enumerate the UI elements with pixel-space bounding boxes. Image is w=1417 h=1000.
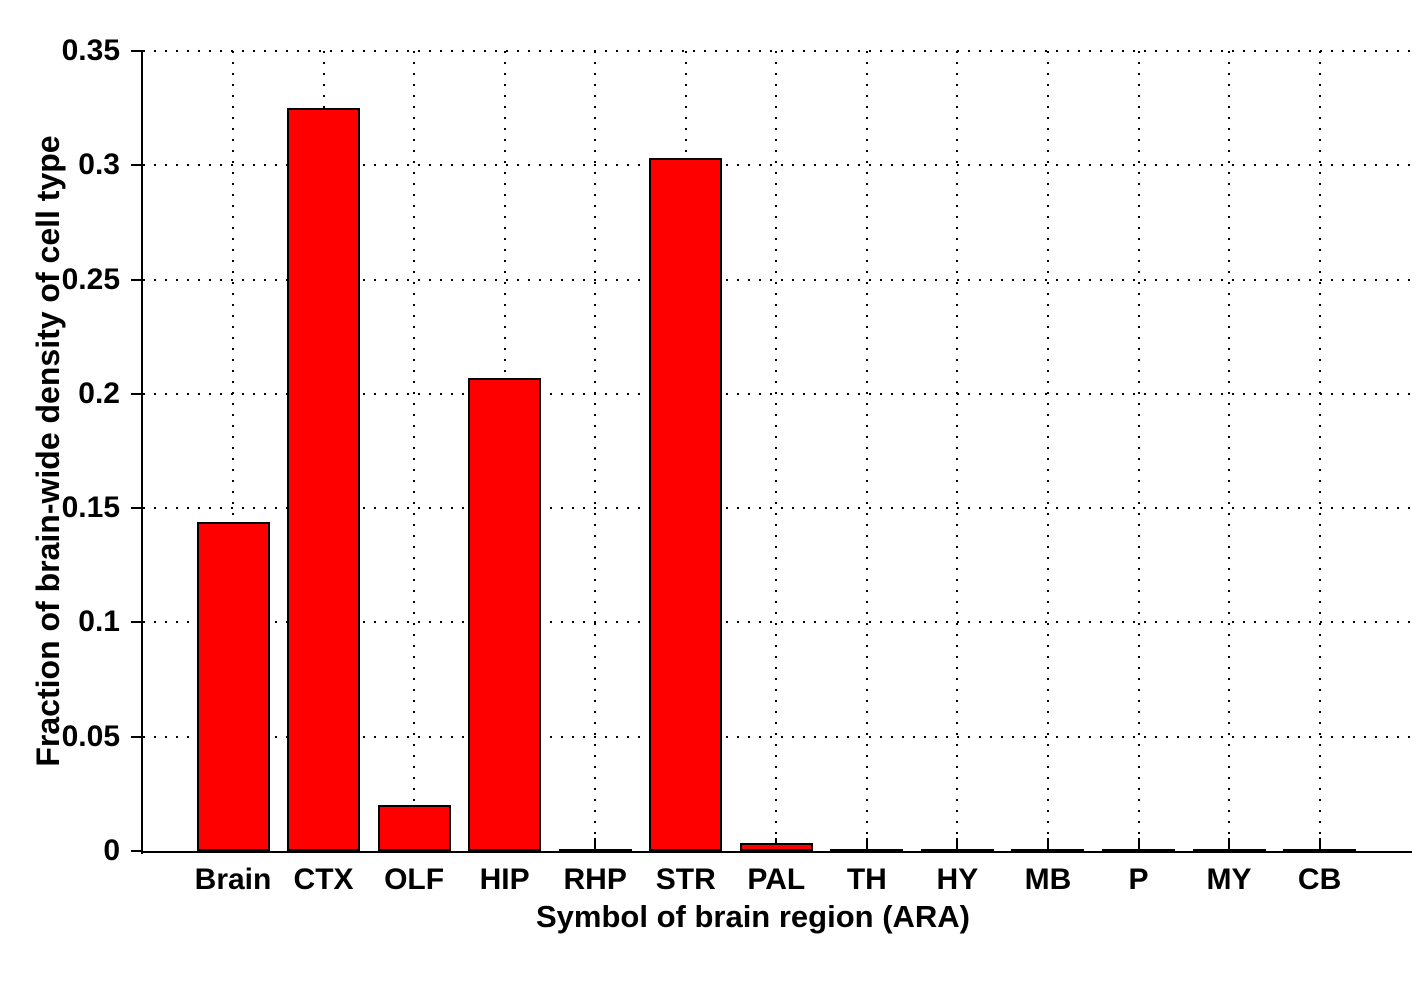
x-gridline <box>413 51 416 851</box>
x-tick <box>1046 838 1049 851</box>
x-tick <box>1228 838 1231 851</box>
x-gridline <box>1318 51 1321 851</box>
x-tick-label: HIP <box>479 863 530 896</box>
x-tick <box>1318 838 1321 851</box>
y-tick-label: 0.15 <box>61 491 120 525</box>
bar-pal <box>739 843 813 851</box>
x-axis-line <box>141 851 1412 853</box>
x-gridline <box>594 51 597 851</box>
y-axis-line <box>141 50 143 854</box>
x-tick-label: MY <box>1206 863 1252 896</box>
x-tick-label: CB <box>1297 863 1342 896</box>
y-tick-label: 0.3 <box>78 148 120 182</box>
x-axis-label: Symbol of brain region (ARA) <box>536 899 970 934</box>
x-gridline <box>1228 51 1231 851</box>
x-gridline <box>232 51 234 851</box>
x-tick-label: RHP <box>563 863 627 896</box>
y-tick-label: 0.2 <box>78 376 120 410</box>
y-tick <box>131 164 143 167</box>
bar-hip <box>468 378 542 851</box>
x-tick-label: HY <box>936 863 979 896</box>
y-tick <box>131 621 143 624</box>
y-tick-label: 0 <box>103 834 120 867</box>
x-tick <box>1137 838 1140 851</box>
x-tick-label: STR <box>655 863 716 896</box>
x-gridline <box>1137 51 1140 851</box>
x-tick-label: P <box>1128 863 1149 896</box>
x-gridline <box>775 51 778 851</box>
bar-ctx <box>287 108 361 851</box>
x-tick-label: Brain <box>194 863 272 896</box>
x-tick <box>956 838 959 851</box>
x-tick-label: MB <box>1024 863 1072 896</box>
bar-olf <box>377 805 451 851</box>
bar-str <box>649 158 723 851</box>
y-tick-label: 0.1 <box>78 605 120 639</box>
x-tick <box>594 838 597 851</box>
y-tick <box>131 50 143 52</box>
y-tick <box>131 735 143 738</box>
x-gridline <box>956 51 959 851</box>
x-gridline <box>1046 51 1049 851</box>
x-tick-label: TH <box>846 863 887 896</box>
x-gridline <box>865 51 868 851</box>
x-tick-label: OLF <box>384 863 445 896</box>
x-tick <box>865 838 868 851</box>
y-tick-label: 0.05 <box>61 719 120 753</box>
bar-brain <box>196 522 270 851</box>
y-tick <box>131 278 143 281</box>
y-tick <box>131 850 143 852</box>
y-tick-label: 0.35 <box>61 34 120 67</box>
y-tick-label: 0.25 <box>61 262 120 296</box>
y-tick <box>131 392 143 395</box>
x-tick-label: PAL <box>747 863 806 896</box>
y-tick <box>131 507 143 510</box>
x-tick-label: CTX <box>293 863 354 896</box>
